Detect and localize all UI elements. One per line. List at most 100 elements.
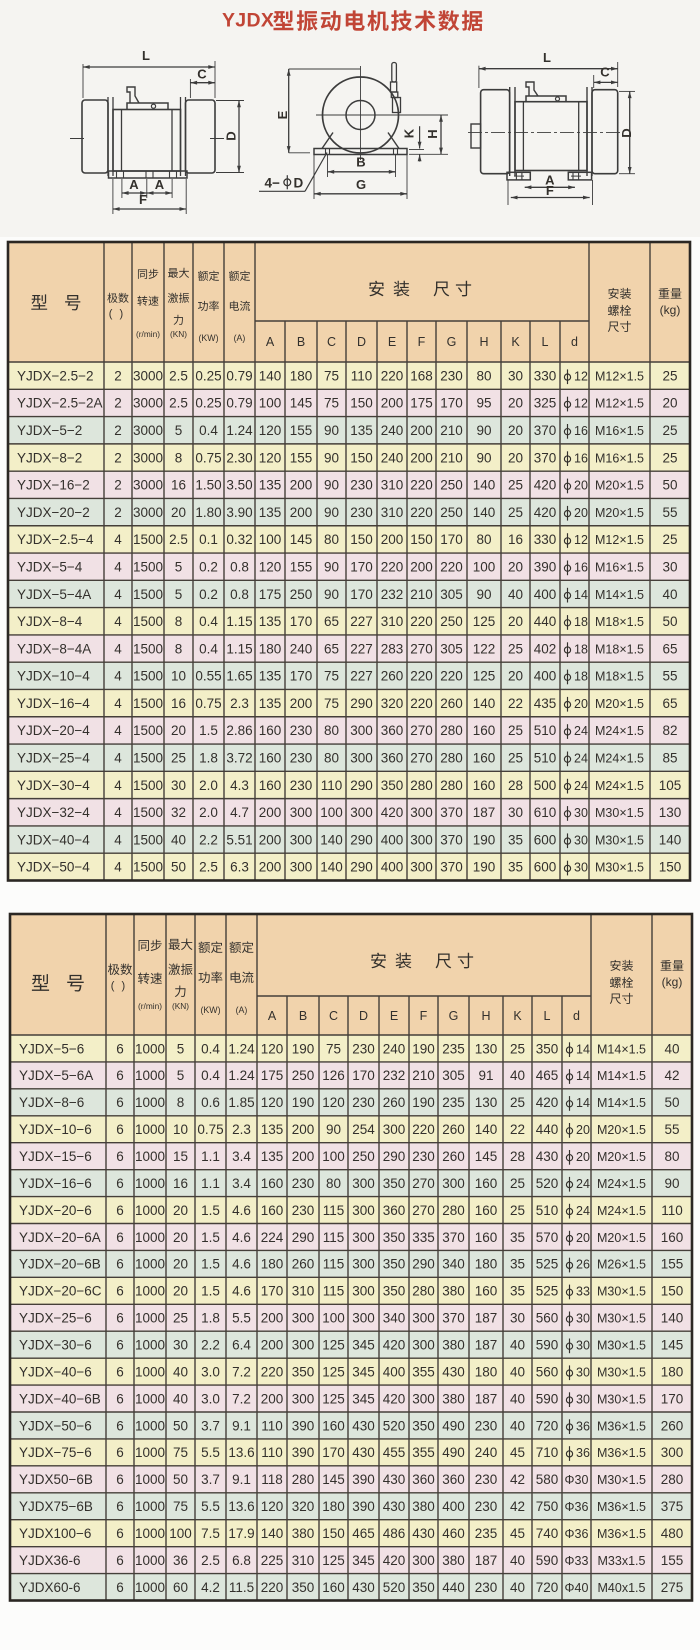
svg-text:135: 135 xyxy=(259,696,282,711)
svg-text:80: 80 xyxy=(324,751,339,766)
svg-text:42: 42 xyxy=(510,1499,525,1514)
svg-text:80: 80 xyxy=(324,723,339,738)
svg-text:120: 120 xyxy=(259,450,282,465)
svg-text:510: 510 xyxy=(534,751,557,766)
svg-text:1500: 1500 xyxy=(133,669,163,684)
svg-text:370: 370 xyxy=(442,1311,465,1326)
svg-text:YJDX−8−2: YJDX−8−2 xyxy=(17,450,82,465)
svg-text:E: E xyxy=(390,1009,398,1023)
svg-text:12: 12 xyxy=(574,533,588,547)
svg-text:Φ40: Φ40 xyxy=(565,1581,589,1595)
svg-text:M18×1.5: M18×1.5 xyxy=(595,642,644,656)
svg-text:160: 160 xyxy=(475,1176,498,1191)
svg-text:M20×1.5: M20×1.5 xyxy=(597,1231,646,1245)
svg-text:180: 180 xyxy=(290,368,313,383)
svg-text:4.6: 4.6 xyxy=(232,1203,251,1218)
svg-text:33: 33 xyxy=(576,1285,590,1299)
svg-text:230: 230 xyxy=(290,723,313,738)
svg-text:C: C xyxy=(197,67,207,82)
svg-text:160: 160 xyxy=(322,1580,345,1595)
svg-text:1500: 1500 xyxy=(133,532,163,547)
svg-text:M26×1.5: M26×1.5 xyxy=(597,1258,646,1272)
svg-text:30: 30 xyxy=(576,1365,590,1379)
svg-text:220: 220 xyxy=(410,669,433,684)
svg-text:YJDX50−6B: YJDX50−6B xyxy=(19,1472,93,1487)
svg-text:6: 6 xyxy=(116,1472,124,1487)
svg-text:380: 380 xyxy=(442,1284,465,1299)
svg-text:25: 25 xyxy=(508,641,523,656)
svg-text:14: 14 xyxy=(576,1042,590,1056)
svg-text:290: 290 xyxy=(350,696,373,711)
svg-text:200: 200 xyxy=(290,478,313,493)
svg-text:40: 40 xyxy=(510,1580,525,1595)
svg-text:50: 50 xyxy=(662,478,677,493)
svg-text:9.1: 9.1 xyxy=(232,1472,251,1487)
svg-text:350: 350 xyxy=(292,1580,315,1595)
svg-text:2.0: 2.0 xyxy=(199,778,218,793)
svg-text:570: 570 xyxy=(536,1230,559,1245)
svg-text:30: 30 xyxy=(508,805,523,820)
svg-text:135: 135 xyxy=(259,478,282,493)
svg-text:227: 227 xyxy=(350,641,373,656)
svg-text:1000: 1000 xyxy=(135,1445,165,1460)
svg-text:24: 24 xyxy=(574,752,588,766)
svg-text:455: 455 xyxy=(383,1445,406,1460)
svg-text:290: 290 xyxy=(412,1257,435,1272)
svg-text:270: 270 xyxy=(410,751,433,766)
svg-text:190: 190 xyxy=(292,1041,315,1056)
svg-text:160: 160 xyxy=(473,751,496,766)
svg-text:0.8: 0.8 xyxy=(230,560,249,575)
svg-text:115: 115 xyxy=(323,1284,345,1299)
svg-text:120: 120 xyxy=(322,1095,345,1110)
svg-text:40: 40 xyxy=(664,1041,679,1056)
svg-text:50: 50 xyxy=(662,614,677,629)
svg-text:3.7: 3.7 xyxy=(201,1418,220,1433)
svg-text:150: 150 xyxy=(410,532,433,547)
svg-text:135: 135 xyxy=(259,614,282,629)
svg-text:40: 40 xyxy=(510,1364,525,1379)
svg-text:230: 230 xyxy=(350,478,373,493)
svg-text:25: 25 xyxy=(662,368,677,383)
svg-text:135: 135 xyxy=(259,669,282,684)
svg-text:135: 135 xyxy=(261,1122,284,1137)
svg-text:M14×1.5: M14×1.5 xyxy=(597,1096,646,1110)
svg-text:42: 42 xyxy=(664,1068,679,1083)
svg-text:18: 18 xyxy=(574,615,588,629)
svg-text:155: 155 xyxy=(661,1553,684,1568)
svg-text:160: 160 xyxy=(322,1418,345,1433)
svg-text:130: 130 xyxy=(475,1041,498,1056)
svg-text:YJDX−8−6: YJDX−8−6 xyxy=(19,1095,84,1110)
svg-text:1.1: 1.1 xyxy=(201,1149,220,1164)
svg-text:1.5: 1.5 xyxy=(201,1230,220,1245)
svg-text:200: 200 xyxy=(261,1338,284,1353)
svg-text:D: D xyxy=(357,335,366,349)
svg-text:400: 400 xyxy=(534,669,557,684)
svg-text:6: 6 xyxy=(116,1068,124,1083)
svg-text:180: 180 xyxy=(261,1257,284,1272)
svg-text:M30×1.5: M30×1.5 xyxy=(595,806,644,820)
svg-text:402: 402 xyxy=(534,641,557,656)
svg-text:16: 16 xyxy=(173,1176,188,1191)
svg-text:125: 125 xyxy=(322,1364,345,1379)
svg-text:400: 400 xyxy=(381,832,404,847)
svg-text:190: 190 xyxy=(412,1041,435,1056)
svg-text:0.75: 0.75 xyxy=(197,1122,223,1137)
svg-text:175: 175 xyxy=(261,1068,284,1083)
svg-text:230: 230 xyxy=(412,1149,435,1164)
svg-text:325: 325 xyxy=(534,396,557,411)
svg-text:430: 430 xyxy=(442,1364,465,1379)
svg-text:510: 510 xyxy=(534,723,557,738)
svg-text:370: 370 xyxy=(534,450,557,465)
svg-text:187: 187 xyxy=(475,1311,498,1326)
svg-text:M12×1.5: M12×1.5 xyxy=(595,397,644,411)
svg-text:115: 115 xyxy=(323,1257,345,1272)
svg-text:250: 250 xyxy=(440,505,463,520)
svg-text:1000: 1000 xyxy=(135,1526,165,1541)
svg-text:118: 118 xyxy=(261,1472,283,1487)
svg-text:200: 200 xyxy=(259,832,282,847)
svg-text:525: 525 xyxy=(536,1284,559,1299)
svg-text:120: 120 xyxy=(261,1499,284,1514)
svg-text:1.50: 1.50 xyxy=(195,478,221,493)
svg-text:7.5: 7.5 xyxy=(201,1526,220,1541)
svg-text:3.0: 3.0 xyxy=(201,1364,220,1379)
